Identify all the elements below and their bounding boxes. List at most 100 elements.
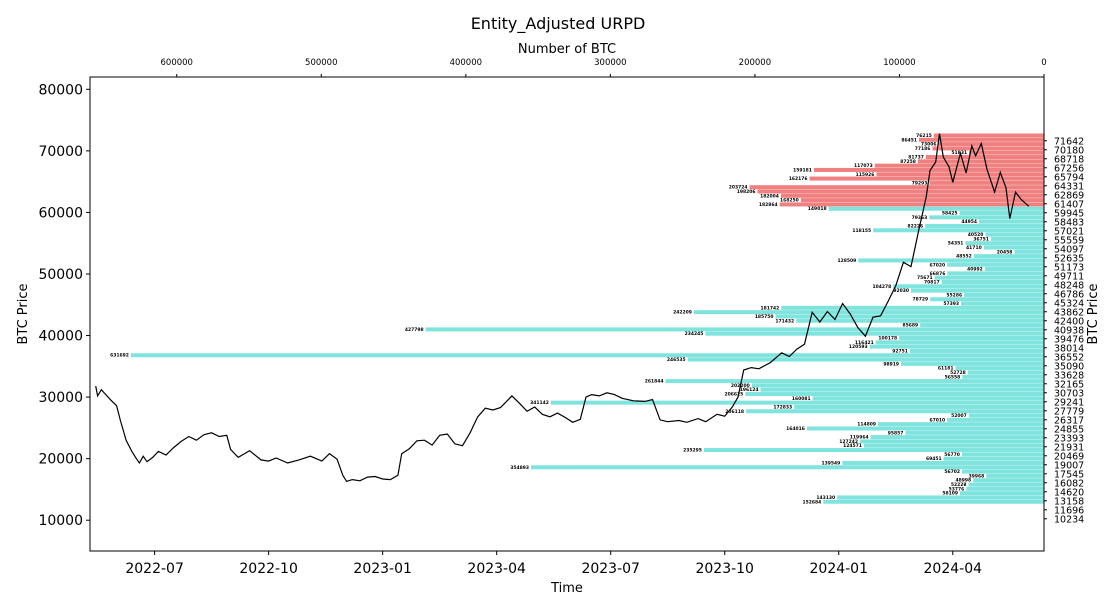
urpd-bar-label: 48552 [956,254,972,260]
urpd-bar [941,279,1044,284]
urpd-bar [925,155,1044,160]
urpd-bar-label: 162176 [789,176,808,182]
urpd-bar [869,344,1044,349]
urpd-bar-label: 54351 [948,241,964,247]
urpd-bar-label: 55286 [946,292,962,298]
urpd-bar [705,331,1044,336]
urpd-bar-label: 73006 [921,142,937,148]
urpd-bar [938,142,1044,147]
urpd-bar [893,284,1044,289]
urpd-bar [990,236,1044,241]
urpd-bar-label: 75671 [917,275,933,281]
urpd-bar [968,413,1044,418]
urpd-bar [780,193,1044,198]
y-tick-label: 40000 [38,329,83,345]
right-y-tick-label: 13158 [1054,496,1084,507]
urpd-bar [703,448,1044,453]
urpd-bar-label: 86451 [901,137,917,143]
urpd-bar [757,189,1044,194]
urpd-bar [901,361,1044,366]
urpd-bar [968,482,1044,487]
right-y-tick-label: 21931 [1054,442,1084,453]
right-y-tick-label: 54097 [1054,244,1084,255]
urpd-bar [920,323,1044,328]
urpd-bar [955,366,1044,371]
urpd-bar [745,392,1044,397]
urpd-bar [909,348,1044,353]
urpd-bar [959,211,1044,216]
urpd-bar-label: 104278 [872,284,891,290]
urpd-bar-label: 95857 [888,430,904,436]
urpd-bar [929,180,1044,185]
urpd-bar [779,202,1044,207]
x-tick-label: 2023-04 [467,561,526,577]
urpd-bar [905,430,1044,435]
axes: 10000 20000 30000 40000 50000 60000 70000 80000… [38,58,1084,577]
urpd-bar-label: 98919 [883,361,899,367]
urpd-bar [775,314,1044,319]
urpd-bar [986,473,1044,478]
urpd-bar-label: 196124 [740,387,759,393]
right-y-tick-label: 26317 [1054,415,1084,426]
urpd-bar-label: 118155 [852,228,871,234]
right-y-tick-label: 35090 [1054,361,1084,372]
urpd-bar-label: 70817 [924,279,940,285]
right-y-tick-label: 55559 [1054,235,1084,246]
urpd-bar-label: 52228 [951,482,967,488]
urpd-bar-label: 246535 [667,357,686,363]
urpd-bar [917,159,1044,164]
urpd-bar-label: 77186 [915,146,931,152]
urpd-bar [932,146,1044,151]
urpd-bar [687,357,1044,362]
urpd-bar-label: 120593 [849,344,868,350]
urpd-bar-label: 57393 [943,301,959,307]
urpd-bar-label: 87258 [900,159,916,165]
x-tick-label: 2023-01 [353,561,412,577]
right-y-tick-label: 67256 [1054,163,1084,174]
urpd-bar-label: 235295 [683,448,702,454]
urpd-bar-label: 242209 [673,310,692,316]
urpd-bar [983,245,1044,250]
urpd-bar [130,353,1045,358]
right-y-tick-label: 39476 [1054,334,1084,345]
urpd-bar-label: 127242 [839,439,858,445]
urpd-bar-label: 85689 [902,323,918,329]
urpd-bar [919,137,1044,142]
urpd-bar [531,465,1044,470]
right-y-tick-label: 42400 [1054,316,1084,327]
urpd-bar [863,443,1044,448]
urpd-bar [947,262,1044,267]
urpd-bar [947,417,1044,422]
urpd-bar-label: 92751 [892,348,908,354]
right-y-tick-label: 20469 [1054,451,1084,462]
urpd-bar [870,435,1044,440]
urpd-bar-label: 92030 [893,288,909,294]
y-axis-label: BTC Price [16,283,31,344]
right-y-tick-label: 30703 [1054,388,1084,399]
right-y-tick-label: 43862 [1054,307,1084,318]
urpd-bar-label: 79363 [912,215,928,221]
right-y-tick-label: 59945 [1054,208,1084,219]
urpd-bar [962,374,1044,379]
x-tick-label: 2022-10 [239,561,298,577]
urpd-bar [873,228,1044,233]
urpd-bar-label: 67010 [929,417,945,423]
top-x-tick-label: 500000 [305,58,337,68]
urpd-bar [985,232,1044,237]
right-y-tick-label: 36552 [1054,352,1084,363]
urpd-bar [760,387,1044,392]
urpd-bar [943,456,1044,461]
right-y-tick-label: 38014 [1054,343,1084,354]
urpd-bar-label: 203724 [729,185,748,191]
x-axis-label: Time [550,581,583,596]
urpd-bar-label: 66876 [930,271,946,277]
urpd-bar [550,400,1044,405]
urpd-bar [860,439,1044,444]
urpd-bar [899,336,1044,341]
urpd-bar-label: 48998 [956,478,972,484]
urpd-bar-label: 79293 [912,180,928,186]
urpd-bar [425,327,1044,332]
right-y-tick-label: 71642 [1054,136,1084,147]
urpd-bar-label: 58109 [942,491,958,497]
